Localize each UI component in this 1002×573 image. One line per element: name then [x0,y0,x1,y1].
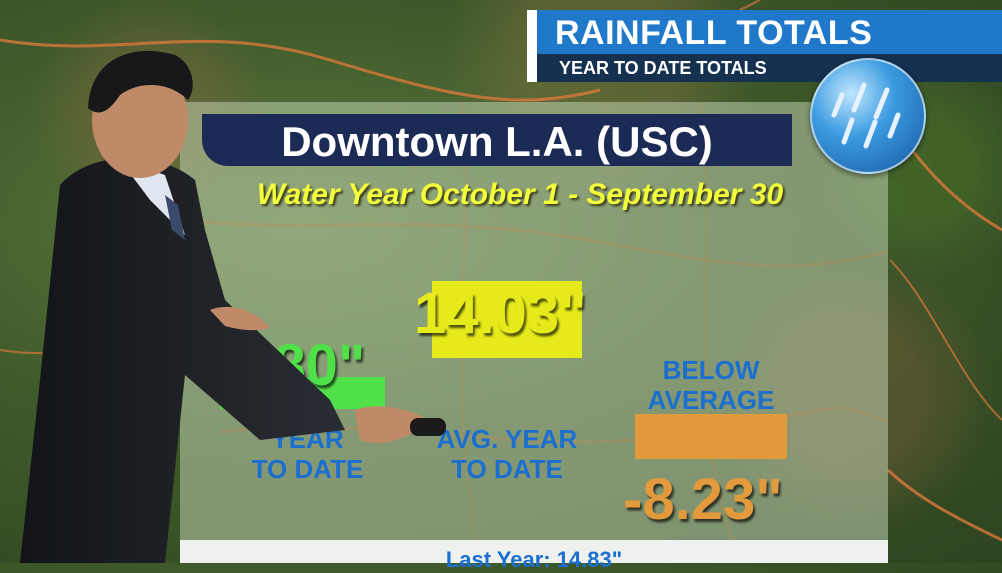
value-label-below-average: -8.23" [623,467,783,532]
presenter-hair [88,50,193,113]
category-label-avg-line2: TO DATE [451,454,563,484]
bar-below-average [635,414,787,460]
presenter-hand-pointing [210,306,270,331]
title-bar: RAINFALL TOTALS [527,10,1002,54]
category-label-below-line1: BELOW [662,355,760,385]
footer-bar: Last Year: 14.83" [180,540,888,572]
category-label-below-line2: AVERAGE [647,385,775,415]
clicker-remote [410,418,446,436]
category-label-avg-line1: AVG. YEAR [436,424,578,454]
page-title: RAINFALL TOTALS [555,14,873,52]
presenter-body [20,158,345,563]
category-label-avg-ytd: AVG. YEAR TO DATE [432,424,582,484]
location-title: Downtown L.A. (USC) [281,118,713,165]
presenter-tie [165,195,185,240]
subtitle-bar: YEAR TO DATE TOTALS [527,54,1002,82]
water-year-note: Water Year October 1 - September 30 [256,178,784,211]
data-panel [180,102,888,563]
category-label-ytd-line2: TO DATE [251,454,364,484]
value-label-avg-ytd: 14.03" [414,281,587,346]
category-label-below-average: BELOW AVERAGE [635,355,787,415]
page-subtitle: YEAR TO DATE TOTALS [559,58,767,78]
location-bar: Downtown L.A. (USC) [202,114,792,166]
presenter-shirt [120,160,185,235]
rain-icon [810,58,926,174]
bar-avg-ytd [432,280,582,358]
presenter-hand-remote [355,406,428,444]
